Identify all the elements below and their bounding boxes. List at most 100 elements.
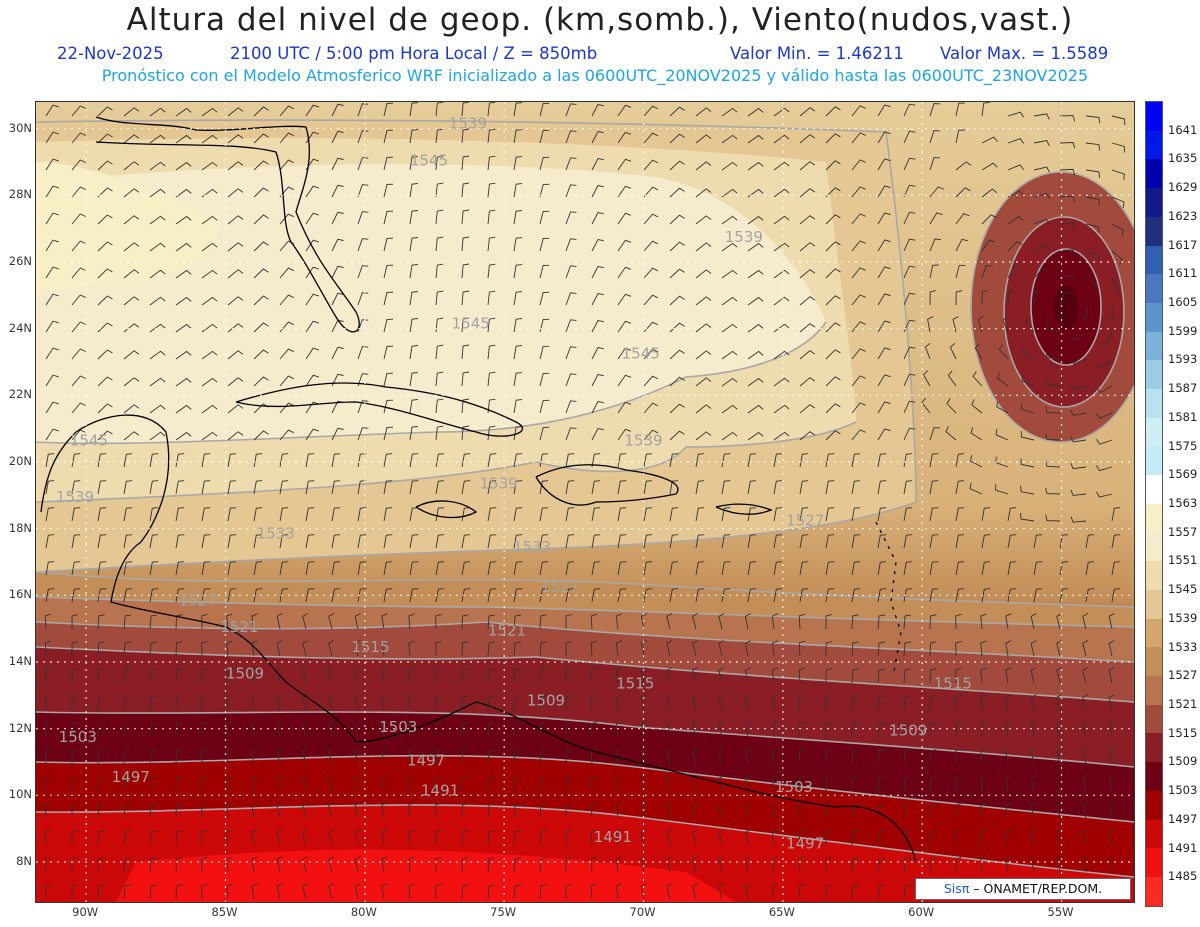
- wind-barb: [357, 427, 369, 441]
- wind-barb: [175, 695, 183, 711]
- wind-barb: [354, 694, 361, 711]
- date-label: 22-Nov-2025: [57, 44, 164, 63]
- colorbar-segment: [1146, 331, 1162, 361]
- wind-barb: [487, 884, 495, 900]
- wind-barb: [666, 802, 673, 819]
- wind-barb: [357, 184, 369, 198]
- wind-barb: [539, 210, 550, 225]
- wind-barb: [381, 748, 388, 765]
- wind-barb: [331, 292, 344, 306]
- wind-barb: [877, 239, 891, 252]
- wind-barb: [71, 722, 79, 738]
- wind-barb: [615, 694, 622, 711]
- wind-barb: [1108, 640, 1115, 657]
- colorbar-label: 1611: [1168, 266, 1198, 281]
- colorbar-segment: [1146, 446, 1162, 476]
- wind-barb: [591, 157, 604, 171]
- wind-barb: [565, 884, 573, 900]
- wind-barb: [980, 667, 987, 684]
- wind-barb: [877, 614, 886, 630]
- wind-barb: [877, 776, 886, 792]
- wind-barb: [409, 291, 418, 306]
- wind-barb: [955, 694, 962, 711]
- wind-barb: [903, 130, 916, 144]
- lat-label: 18N: [8, 520, 32, 535]
- wind-barb: [45, 104, 59, 117]
- wind-barb: [253, 588, 263, 603]
- chart-title: Altura del nivel de geop. (km,somb.), Vi…: [126, 2, 1074, 38]
- wind-barb: [539, 695, 547, 711]
- wind-barb: [461, 155, 470, 171]
- wind-barb: [97, 507, 107, 522]
- wind-barb: [1082, 775, 1089, 792]
- wind-barb: [354, 640, 361, 657]
- wind-barb: [1059, 292, 1071, 306]
- wind-barb: [487, 749, 495, 765]
- wind-barb: [328, 775, 335, 792]
- wind-barb: [773, 377, 790, 387]
- wind-barb: [1111, 142, 1125, 153]
- wind-barb: [279, 561, 289, 576]
- wind-barb: [929, 212, 943, 225]
- wind-barb: [302, 640, 309, 657]
- wind-barb: [227, 350, 244, 360]
- wind-barb: [487, 182, 496, 198]
- wind-barb: [253, 241, 269, 252]
- wind-barb: [971, 399, 983, 414]
- wind-barb: [227, 561, 237, 576]
- wind-barb: [513, 668, 522, 684]
- wind-barb: [44, 694, 52, 711]
- wind-barb: [1070, 409, 1087, 416]
- wind-barb: [175, 215, 192, 225]
- wind-barb: [97, 857, 105, 873]
- wind-barb: [44, 748, 52, 765]
- wind-barb: [1070, 489, 1087, 496]
- wind-barb: [1030, 694, 1037, 711]
- wind-barb: [513, 183, 523, 198]
- wind-barb: [825, 160, 841, 171]
- wind-barb: [539, 776, 547, 792]
- wind-barb: [97, 534, 107, 549]
- wind-barb: [487, 803, 495, 819]
- wind-barb: [408, 775, 415, 792]
- wind-barb: [513, 102, 523, 117]
- wind-barb: [253, 268, 269, 279]
- wind-barb: [565, 184, 577, 198]
- wind-barb: [1005, 721, 1012, 738]
- wind-barb: [227, 404, 244, 414]
- wind-barb: [149, 884, 157, 900]
- wind-barb: [44, 775, 52, 792]
- wind-barb: [1070, 516, 1087, 523]
- wind-barb: [175, 296, 192, 306]
- wind-barb: [1056, 775, 1063, 792]
- wind-barb: [97, 133, 113, 144]
- wind-barb: [1111, 588, 1121, 603]
- wind-barb: [487, 588, 497, 603]
- wind-barb: [929, 507, 939, 522]
- wind-barb: [617, 266, 632, 279]
- wind-barb: [435, 128, 444, 144]
- wind-barb: [45, 239, 59, 252]
- wind-barb: [1085, 250, 1099, 262]
- wind-barb: [539, 237, 550, 252]
- wind-barb: [903, 668, 911, 684]
- wind-barb: [825, 614, 833, 630]
- wind-barb: [331, 130, 344, 144]
- wind-barb: [877, 347, 891, 360]
- wind-barb: [383, 561, 393, 576]
- wind-barb: [305, 374, 320, 387]
- colorbar-segment: [1146, 762, 1162, 791]
- wind-barb: [1007, 265, 1020, 279]
- wind-barb: [1082, 829, 1089, 846]
- colorbar-segment: [1146, 561, 1162, 590]
- wind-barb: [692, 802, 699, 819]
- wind-barb: [903, 641, 911, 657]
- wind-barb: [276, 856, 283, 873]
- wind-barb: [435, 182, 444, 198]
- wind-barb: [945, 426, 957, 441]
- wind-barb: [771, 721, 778, 738]
- wind-barb: [357, 130, 369, 144]
- wind-barb: [669, 430, 685, 441]
- wind-barb: [1108, 829, 1115, 846]
- wind-barb: [643, 375, 659, 387]
